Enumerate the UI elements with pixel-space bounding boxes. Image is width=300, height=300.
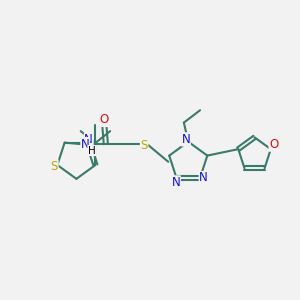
Text: O: O <box>100 113 109 127</box>
Text: N: N <box>84 133 93 146</box>
Text: N: N <box>182 133 190 146</box>
Text: N: N <box>199 172 208 184</box>
Text: H: H <box>88 146 96 156</box>
Text: N: N <box>172 176 180 189</box>
Text: S: S <box>140 139 148 152</box>
Text: N: N <box>81 138 90 151</box>
Text: O: O <box>269 138 278 151</box>
Text: S: S <box>51 160 58 173</box>
